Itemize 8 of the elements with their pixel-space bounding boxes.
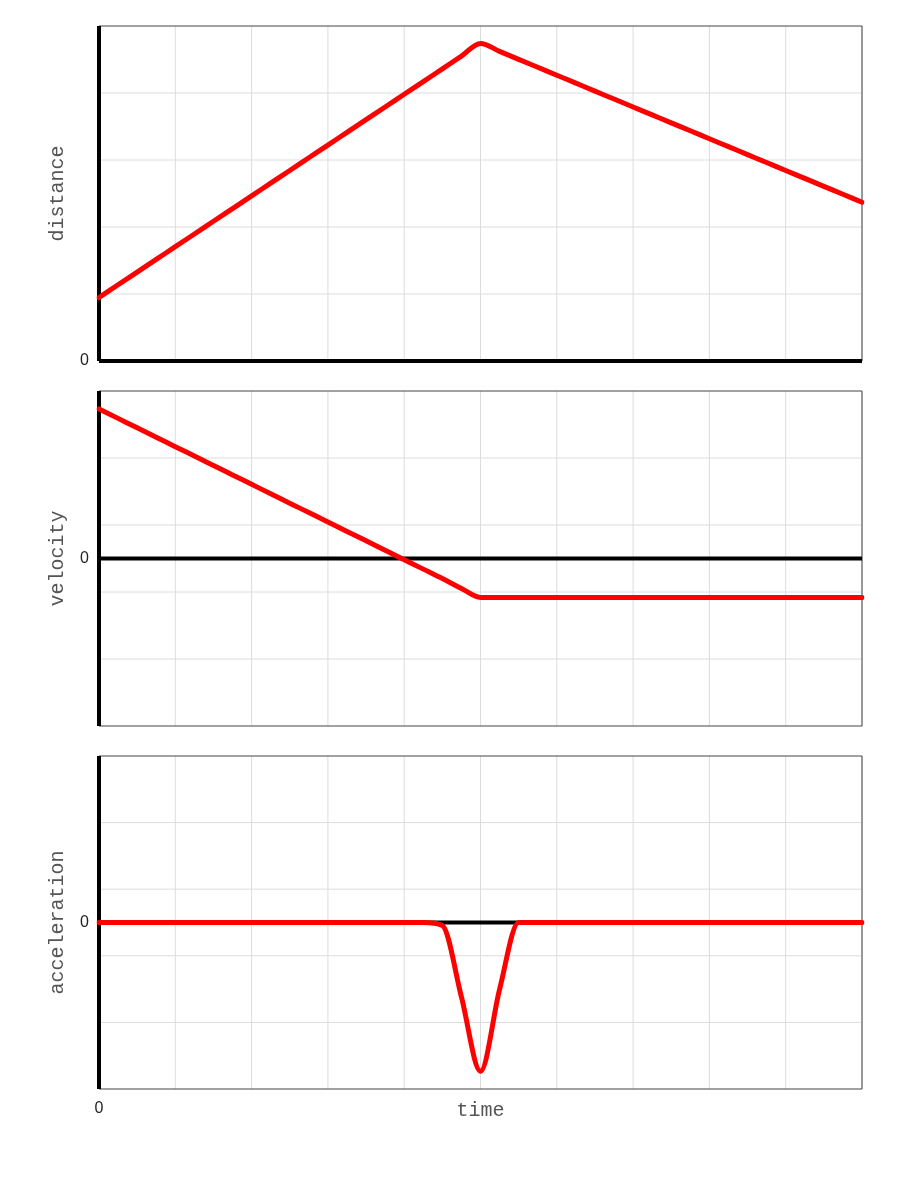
y-axis-title: distance [46,145,70,242]
y-axis-title: velocity [46,510,70,607]
y-axis-title: acceleration [46,850,70,995]
text: 0 [80,912,90,930]
text: 0 [80,351,90,369]
text: 0 [80,548,90,566]
text: 0 [94,1099,104,1117]
x-axis-title: time [456,1099,505,1122]
